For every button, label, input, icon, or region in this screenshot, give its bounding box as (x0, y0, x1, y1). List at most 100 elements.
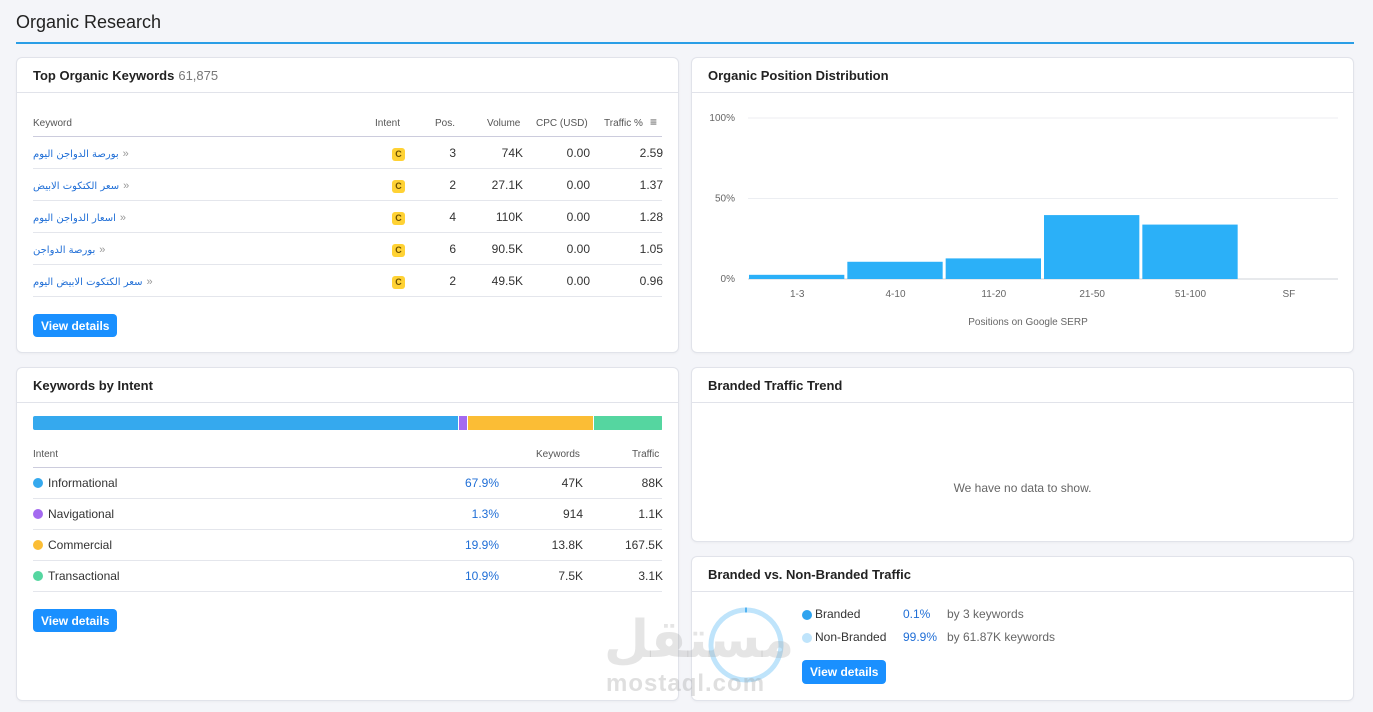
col-intent: Intent (33, 449, 59, 460)
col-intent[interactable]: Intent (375, 118, 401, 129)
branded-color-dot (802, 633, 812, 643)
keyword-link[interactable]: بورصة الدواجن (33, 245, 96, 256)
branded-detail: by 3 keywords (947, 607, 1024, 621)
table-row: Commercial 19.9% 13.8K 167.5K (33, 530, 663, 561)
branded-row: Branded 0.1% by 3 keywords (802, 607, 1102, 623)
cpc-cell: 0.00 (566, 242, 590, 256)
chevron-double-right-icon[interactable]: » (99, 244, 106, 256)
branded-label: Non-Branded (815, 630, 887, 644)
branded-label: Branded (815, 607, 861, 621)
x-tick-label: SF (1282, 289, 1295, 300)
branded-vs-title: Branded vs. Non-Branded Traffic (708, 567, 911, 582)
col-volume[interactable]: Volume (487, 118, 521, 129)
table-row: Informational 67.9% 47K 88K (33, 468, 663, 499)
keyword-cell: سعر الكتكوت الابيض اليوم» (33, 274, 153, 288)
card-header: Branded Traffic Trend (692, 368, 1353, 403)
chevron-double-right-icon[interactable]: » (123, 180, 130, 192)
intent-badge: C (392, 274, 405, 289)
x-axis-label: Positions on Google SERP (968, 317, 1088, 328)
x-tick-label: 4-10 (885, 289, 905, 300)
branded-percent[interactable]: 99.9% (903, 630, 938, 644)
view-details-button[interactable]: View details (802, 660, 887, 684)
intent-percent[interactable]: 1.3% (471, 507, 499, 521)
intent-traffic: 1.1K (638, 507, 663, 521)
intent-badge-label: C (392, 148, 405, 161)
volume-cell: 90.5K (491, 242, 523, 256)
intent-badge-label: C (392, 276, 405, 289)
intent-name: Navigational (48, 507, 115, 521)
intent-keywords: 7.5K (558, 569, 583, 583)
intent-bar-segment (459, 416, 468, 430)
col-cpc[interactable]: CPC (USD) (536, 118, 588, 129)
intent-share-bar (33, 416, 663, 430)
bar-21-50[interactable] (1044, 215, 1140, 279)
intent-badge-label: C (392, 180, 405, 193)
x-tick-label: 51-100 (1175, 289, 1207, 300)
card-header: Keywords by Intent (17, 368, 678, 403)
bar-4-10[interactable] (847, 261, 943, 279)
cpc-cell: 0.00 (566, 146, 590, 160)
position-cell: 6 (449, 242, 456, 256)
traffic-cell: 1.28 (639, 210, 663, 224)
intent-percent[interactable]: 67.9% (464, 476, 499, 490)
keyword-link[interactable]: سعر الكتكوت الابيض (33, 181, 120, 192)
table-row: بورصة الدواجن اليوم» C 3 74K 0.00 2.59 (33, 137, 663, 169)
intent-percent[interactable]: 10.9% (464, 569, 499, 583)
intent-keywords: 13.8K (551, 538, 583, 552)
keywords-table: Keyword Intent Pos. Volume CPC (USD) Tra… (33, 113, 663, 297)
keyword-cell: اسعار الدواجن اليوم» (33, 210, 126, 224)
card-header: Branded vs. Non-Branded Traffic (692, 557, 1353, 592)
col-traffic[interactable]: Traffic % (604, 118, 643, 129)
intent-bar-segment (468, 416, 593, 430)
keyword-link[interactable]: اسعار الدواجن اليوم (33, 213, 116, 224)
table-row: سعر الكتكوت الابيض اليوم» C 2 49.5K 0.00 0.96 (33, 265, 663, 297)
position-chart: 100% 50% 0% 1-3 4-10 11-20 21-50 51-100 SF Positi… (709, 113, 1338, 328)
branded-color-dot (802, 610, 812, 620)
cpc-cell: 0.00 (566, 178, 590, 192)
sort-icon[interactable]: ≡ (650, 115, 658, 129)
top-keywords-title: Top Organic Keywords (33, 68, 175, 83)
table-row: بورصة الدواجن» C 6 90.5K 0.00 1.05 (33, 233, 663, 265)
chevron-double-right-icon[interactable]: » (146, 276, 153, 288)
intent-badge: C (392, 242, 405, 257)
branded-detail: by 61.87K keywords (947, 630, 1056, 644)
x-tick-label: 11-20 (981, 289, 1006, 300)
intent-rows: Informational 67.9% 47K 88K Navigational 1.3%… (33, 468, 663, 592)
chevron-double-right-icon[interactable]: » (122, 148, 129, 160)
intent-bar-segment (593, 416, 662, 430)
intent-traffic: 88K (641, 476, 663, 490)
bar-51-100[interactable] (1142, 224, 1238, 279)
branded-traffic-trend-card: Branded Traffic Trend We have no data to… (691, 367, 1354, 542)
col-keyword[interactable]: Keyword (33, 118, 72, 129)
page-title: Organic Research (16, 12, 162, 32)
intent-keywords: 47K (561, 476, 583, 490)
card-header: Top Organic Keywords 61,875 (17, 58, 678, 93)
view-details-button[interactable]: View details (33, 609, 118, 632)
view-details-button[interactable]: View details (33, 314, 118, 337)
intent-name: Commercial (48, 538, 113, 552)
traffic-cell: 2.59 (639, 146, 663, 160)
y-tick-label: 0% (721, 274, 736, 285)
card-title: Top Organic Keywords 61,875 (33, 68, 218, 83)
no-data-message: We have no data to show. (953, 481, 1092, 495)
keyword-link[interactable]: بورصة الدواجن اليوم (33, 149, 119, 160)
intent-name: Informational (48, 476, 118, 490)
bar-1-3[interactable] (749, 274, 845, 279)
volume-cell: 110K (495, 210, 523, 224)
branded-vs-nonbranded-card: Branded vs. Non-Branded Traffic View det… (691, 556, 1354, 701)
table-header: Intent Keywords Traffic (33, 444, 662, 468)
keyword-link[interactable]: سعر الكتكوت الابيض اليوم (33, 277, 143, 288)
col-traffic: Traffic (632, 449, 660, 460)
intent-badge-label: C (392, 212, 405, 225)
page-header: Organic Research (16, 0, 1354, 44)
top-organic-keywords-card: Top Organic Keywords 61,875 Keyword Inten… (16, 57, 679, 353)
position-cell: 2 (449, 178, 456, 192)
intent-name: Transactional (48, 569, 120, 583)
table-row: Transactional 10.9% 7.5K 3.1K (33, 561, 663, 592)
bar-11-20[interactable] (945, 258, 1041, 279)
col-pos[interactable]: Pos. (435, 118, 456, 129)
branded-percent[interactable]: 0.1% (903, 607, 931, 621)
chevron-double-right-icon[interactable]: » (119, 212, 127, 224)
intent-table: Intent Keywords Traffic Informational 67.… (33, 444, 663, 592)
intent-percent[interactable]: 19.9% (464, 538, 499, 552)
